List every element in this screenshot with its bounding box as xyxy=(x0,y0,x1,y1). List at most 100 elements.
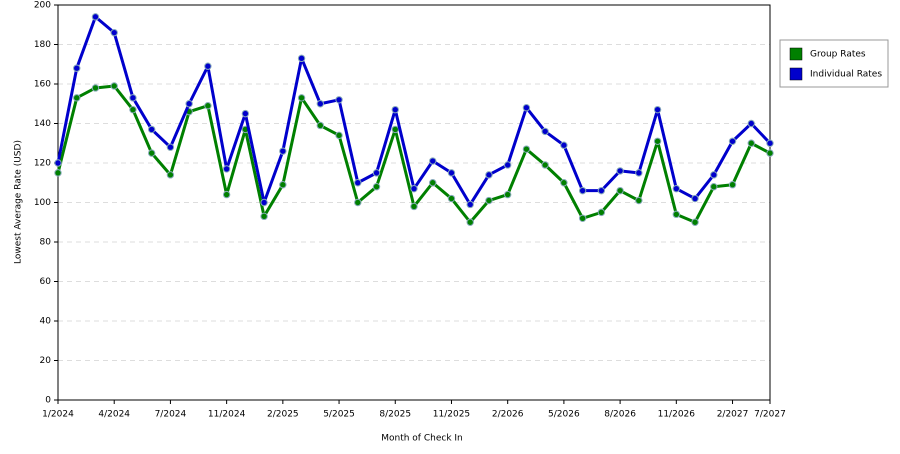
x-tick-label: 11/2024 xyxy=(208,410,246,420)
data-point xyxy=(316,100,325,108)
data-point xyxy=(635,169,643,177)
data-point xyxy=(503,190,512,199)
x-tick-label: 5/2026 xyxy=(548,410,580,420)
data-point xyxy=(691,218,699,226)
data-point xyxy=(110,28,118,37)
data-point xyxy=(766,139,774,147)
data-point xyxy=(297,94,306,102)
data-point xyxy=(672,184,681,193)
x-tick-label: 8/2026 xyxy=(604,410,636,420)
data-point xyxy=(73,94,81,102)
x-tick-label: 11/2025 xyxy=(433,410,470,420)
data-point xyxy=(166,171,175,179)
x-tick-label: 11/2026 xyxy=(658,410,696,420)
data-point xyxy=(766,149,774,157)
data-point xyxy=(447,169,456,177)
data-point xyxy=(73,64,81,72)
y-tick-label: 20 xyxy=(40,356,52,366)
x-tick-label: 7/2024 xyxy=(155,410,187,420)
x-tick-label: 2/2025 xyxy=(267,410,299,420)
data-point xyxy=(185,100,193,108)
data-point xyxy=(222,165,231,173)
x-tick-label: 7/2027 xyxy=(754,410,786,420)
y-tick-label: 0 xyxy=(45,396,51,406)
data-point xyxy=(728,181,737,189)
data-point xyxy=(260,212,268,221)
data-point xyxy=(54,159,62,167)
data-point xyxy=(653,137,662,145)
data-point xyxy=(410,184,418,193)
x-tick-label: 8/2025 xyxy=(379,410,411,420)
data-point xyxy=(447,194,456,203)
data-point xyxy=(54,169,62,177)
data-point xyxy=(710,183,718,191)
data-point xyxy=(372,169,381,177)
data-point xyxy=(91,13,100,21)
legend-label: Individual Rates xyxy=(810,70,882,80)
x-tick-label: 1/2024 xyxy=(42,410,74,420)
data-point xyxy=(204,102,212,110)
data-point xyxy=(466,200,474,209)
y-tick-label: 80 xyxy=(40,238,52,248)
data-point xyxy=(391,125,399,134)
data-point xyxy=(147,149,156,157)
x-axis-label: Month of Check In xyxy=(381,434,463,444)
data-point xyxy=(597,186,606,195)
y-tick-label: 100 xyxy=(34,198,51,208)
data-point xyxy=(222,190,231,199)
data-point xyxy=(485,196,493,205)
data-point xyxy=(260,198,268,207)
x-tick-label: 5/2025 xyxy=(323,410,355,420)
data-point xyxy=(747,119,755,128)
x-tick-label: 4/2024 xyxy=(98,410,130,420)
data-point xyxy=(747,139,755,147)
data-point xyxy=(560,179,568,187)
y-tick-label: 180 xyxy=(34,40,51,50)
x-tick-label: 2/2027 xyxy=(717,410,749,420)
data-point xyxy=(597,208,606,217)
data-point xyxy=(429,157,437,165)
data-point xyxy=(616,186,624,195)
y-tick-label: 200 xyxy=(34,1,51,11)
data-point xyxy=(110,82,118,90)
data-point xyxy=(166,143,175,151)
data-point xyxy=(372,183,381,191)
legend-swatch xyxy=(789,67,803,81)
data-point xyxy=(147,125,156,134)
data-point xyxy=(91,84,100,92)
data-point xyxy=(616,167,624,175)
data-point xyxy=(335,96,343,104)
data-point xyxy=(279,147,287,155)
data-point xyxy=(728,137,737,145)
data-point xyxy=(485,171,493,179)
data-point xyxy=(560,141,568,149)
data-point xyxy=(335,131,343,140)
data-point xyxy=(429,179,437,187)
y-axis-label: Lowest Average Rate (USD) xyxy=(14,140,24,264)
data-point xyxy=(541,161,549,169)
y-tick-label: 40 xyxy=(40,317,52,327)
data-point xyxy=(710,171,718,179)
data-point xyxy=(129,94,137,102)
y-tick-label: 160 xyxy=(34,80,51,90)
series-line xyxy=(56,84,771,224)
data-point xyxy=(503,161,512,169)
x-tick-label: 2/2026 xyxy=(492,410,524,420)
data-point xyxy=(578,214,587,223)
data-point xyxy=(391,105,399,114)
data-point xyxy=(541,127,549,136)
y-tick-label: 120 xyxy=(34,159,51,169)
legend-label: Group Rates xyxy=(810,50,866,60)
data-point xyxy=(129,105,137,114)
data-point xyxy=(354,198,362,207)
data-point xyxy=(297,54,306,63)
data-point xyxy=(522,104,531,112)
legend-swatch xyxy=(789,47,803,61)
plot-frame xyxy=(57,4,771,401)
data-point xyxy=(691,194,699,203)
data-point xyxy=(410,202,418,211)
data-point xyxy=(241,109,250,118)
data-point xyxy=(578,186,587,195)
data-point xyxy=(204,62,212,70)
